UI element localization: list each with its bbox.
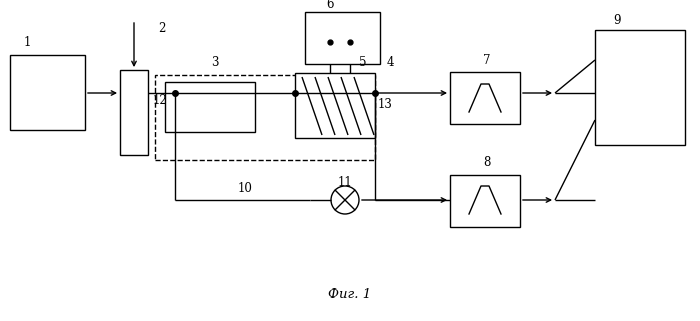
Bar: [305, 12, 380, 64]
Bar: [595, 30, 685, 145]
Text: 4: 4: [386, 56, 393, 68]
Text: Фиг. 1: Фиг. 1: [328, 289, 372, 301]
Bar: [120, 70, 148, 155]
Text: 13: 13: [377, 99, 393, 111]
Text: 9: 9: [613, 13, 621, 27]
Text: 1: 1: [23, 36, 31, 48]
Bar: [165, 82, 255, 132]
Text: 7: 7: [483, 54, 491, 66]
Text: 11: 11: [337, 177, 352, 189]
Bar: [155, 75, 375, 160]
Text: 12: 12: [153, 93, 167, 107]
Bar: [450, 175, 520, 227]
Bar: [295, 73, 375, 138]
Text: 10: 10: [237, 181, 253, 195]
Bar: [10, 55, 85, 130]
Bar: [450, 72, 520, 124]
Text: 8: 8: [483, 157, 491, 169]
Text: 5: 5: [359, 56, 367, 68]
Text: 3: 3: [211, 56, 218, 68]
Text: 2: 2: [158, 22, 166, 34]
Text: 6: 6: [326, 0, 334, 12]
